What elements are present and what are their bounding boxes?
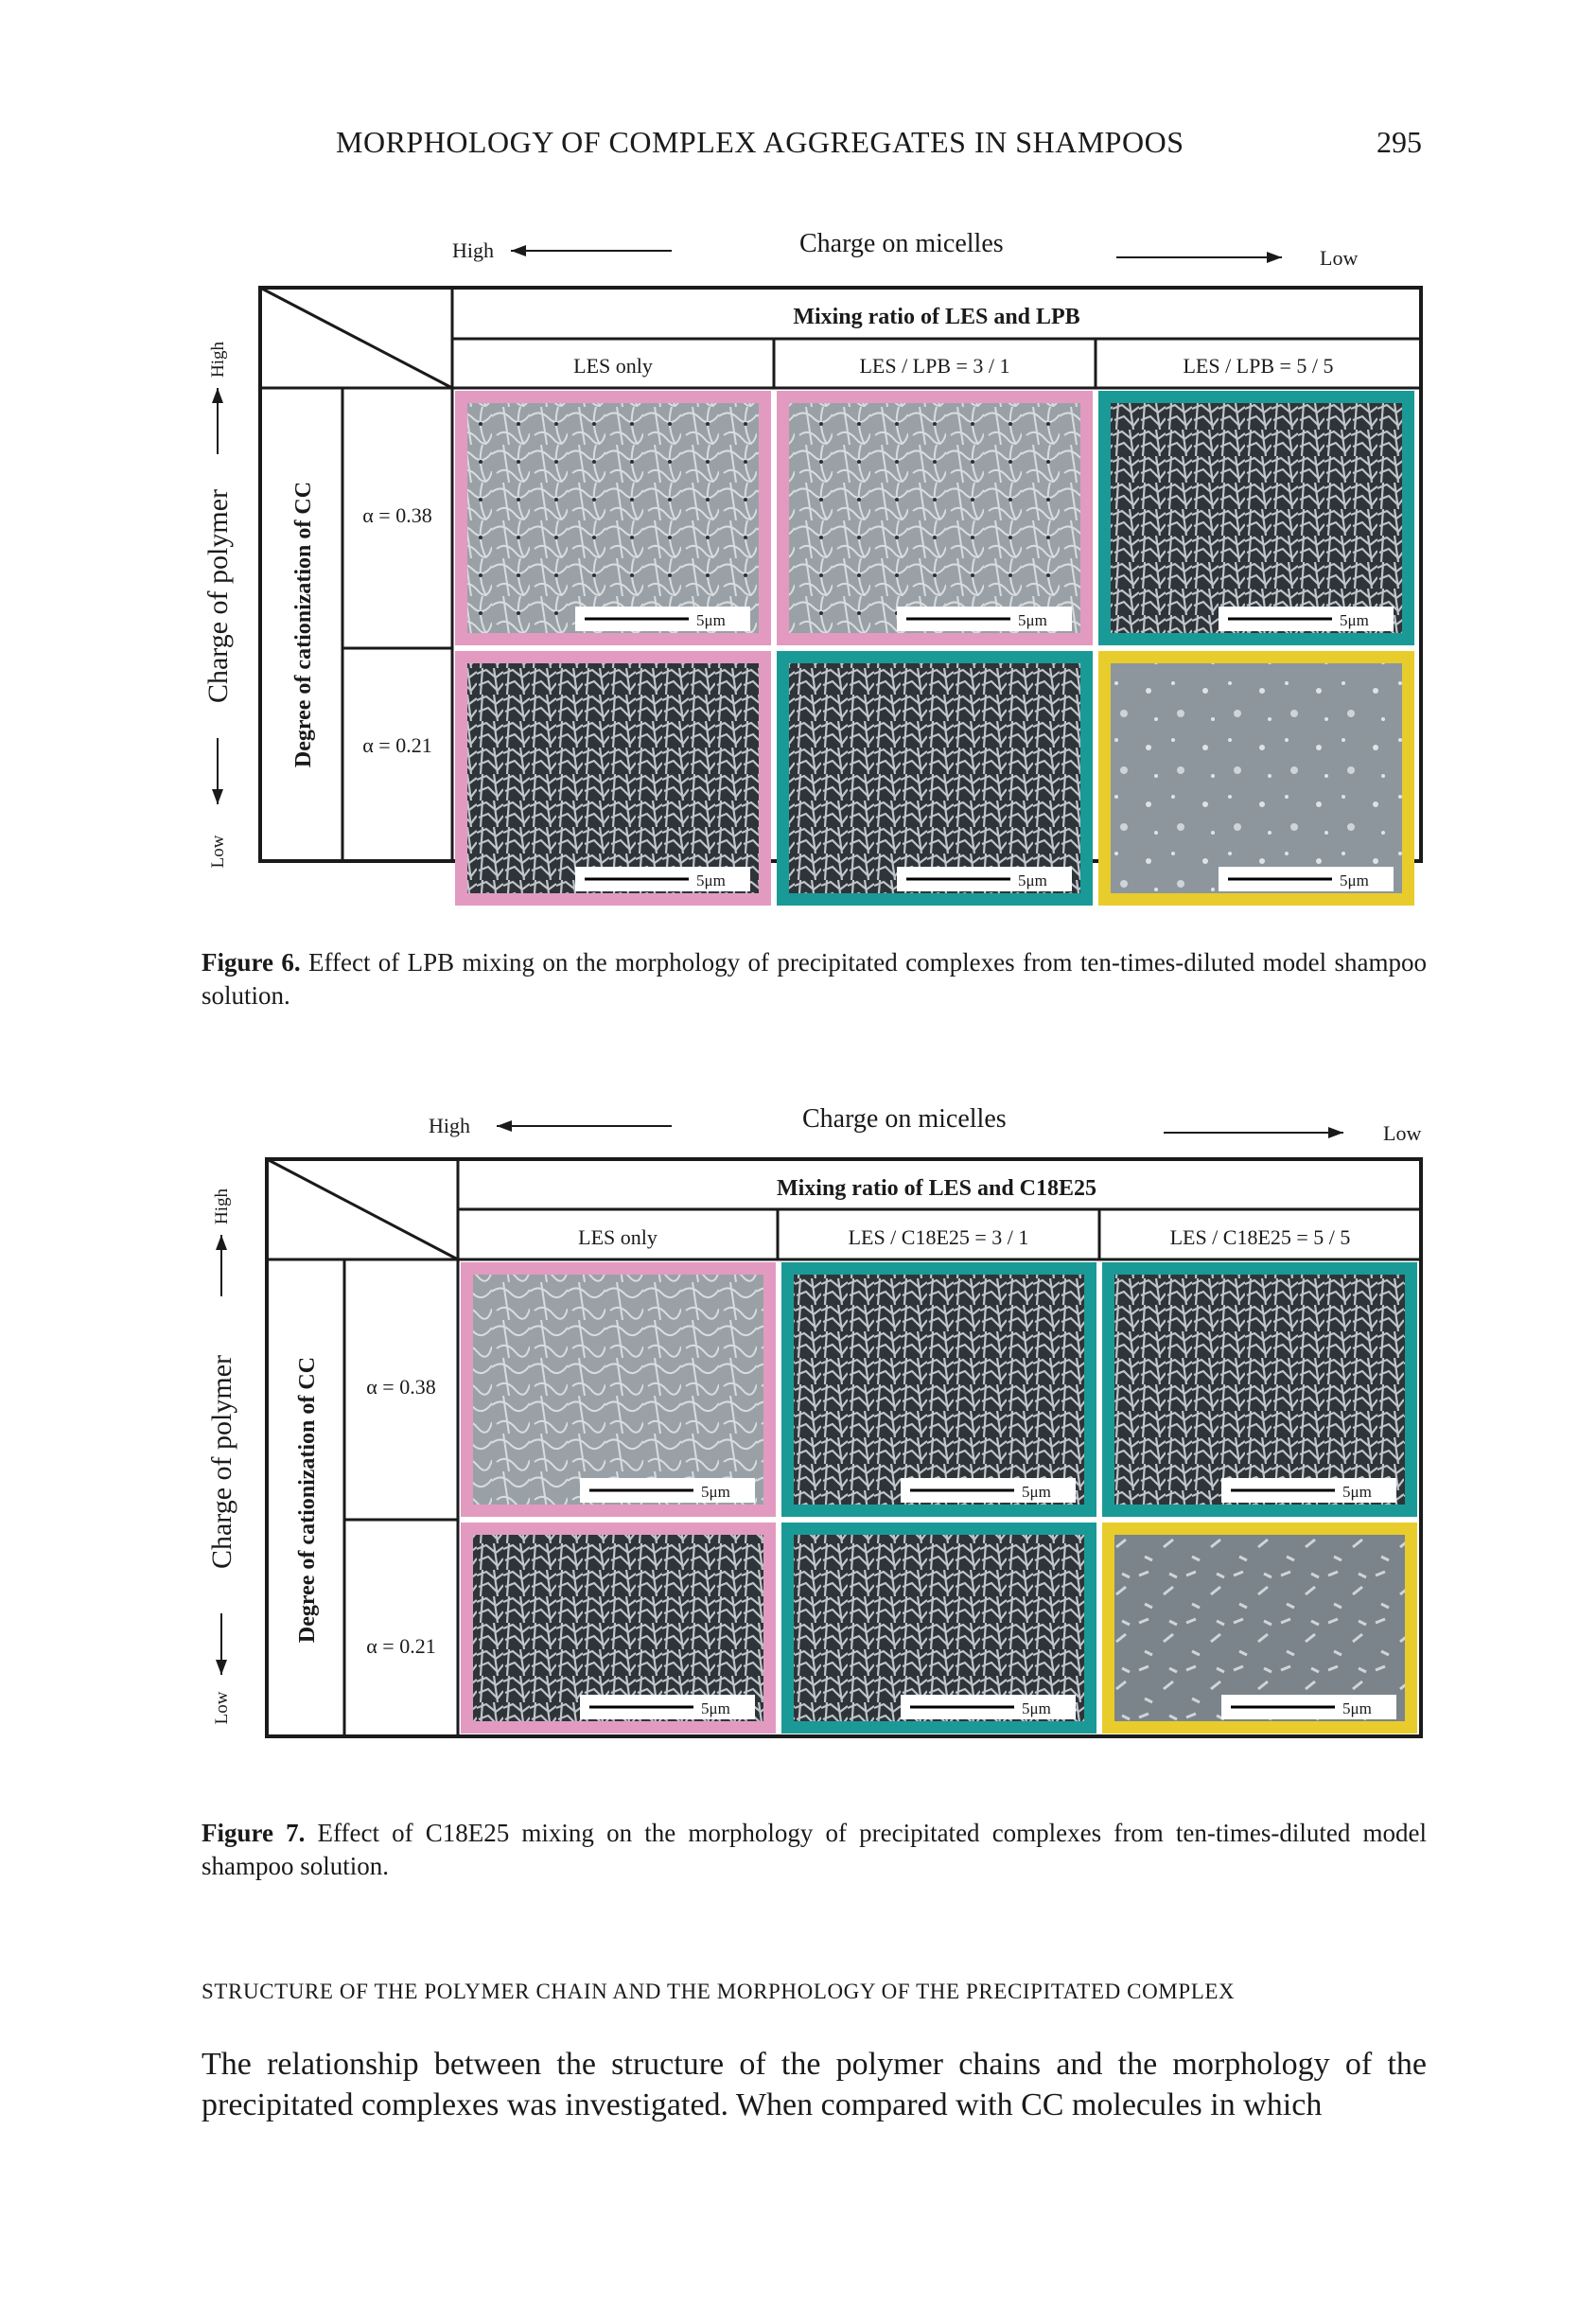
arrow-right-head-icon	[1328, 1127, 1343, 1138]
arrow-left-head-icon	[497, 1120, 512, 1132]
high-label: High	[452, 238, 494, 262]
side-arrow-down-head-icon	[216, 1660, 227, 1675]
figure-6-caption: Figure 6. Effect of LPB mixing on the mo…	[202, 946, 1427, 1012]
arrow-right-head-icon	[1267, 252, 1282, 263]
scale-bar-label: 5μm	[1340, 871, 1369, 889]
micrograph-image	[794, 1275, 1084, 1505]
column-header-2: LES / C18E25 = 3 / 1	[849, 1225, 1029, 1249]
scale-bar-label: 5μm	[1018, 611, 1047, 629]
low-label: Low	[1320, 246, 1358, 270]
arrow-left-head-icon	[511, 245, 526, 256]
row-label-1: α = 0.38	[362, 503, 431, 527]
side-arrow-up-head-icon	[212, 388, 223, 403]
micrograph-cell: 5μm	[781, 1262, 1096, 1517]
column-header-2: LES / LPB = 3 / 1	[859, 354, 1009, 378]
side-axis-label: Charge of polymer	[206, 1355, 237, 1569]
side-high-label: High	[212, 1188, 232, 1225]
figure-7-caption: Figure 7. Effect of C18E25 mixing on the…	[202, 1817, 1427, 1883]
table-title: Mixing ratio of LES and LPB	[793, 305, 1079, 329]
micrograph-cell: 5μm	[461, 1262, 776, 1517]
micrograph-cell: 5μm	[1102, 1262, 1417, 1517]
figure-7-graphic: High Charge on micelles Low Mixing ratio…	[206, 1104, 1423, 1738]
micrograph-image	[473, 1535, 763, 1721]
section-heading: STRUCTURE OF THE POLYMER CHAIN AND THE M…	[202, 1980, 1236, 2003]
side-axis-label: Charge of polymer	[202, 489, 234, 703]
micrograph-image	[467, 663, 759, 893]
row-header-label: Degree of cationization of CC	[291, 482, 316, 767]
scale-bar-label: 5μm	[696, 611, 726, 629]
side-arrow-up-head-icon	[216, 1235, 227, 1250]
micrograph-cell: 5μm	[461, 1523, 776, 1734]
corner-diagonal	[259, 286, 453, 390]
column-header-3: LES / C18E25 = 5 / 5	[1170, 1225, 1351, 1249]
scale-bar-label: 5μm	[1342, 1699, 1372, 1717]
high-label: High	[429, 1114, 470, 1137]
side-high-label: High	[208, 342, 228, 378]
column-header-3: LES / LPB = 5 / 5	[1183, 354, 1333, 378]
micrograph-cell: 5μm	[1098, 391, 1414, 645]
scale-bar-label: 5μm	[1342, 1483, 1372, 1501]
micrograph-image	[473, 1275, 763, 1505]
micrograph-cell: 5μm	[777, 651, 1093, 906]
row-label-1: α = 0.38	[366, 1375, 435, 1399]
scale-bar-label: 5μm	[1340, 611, 1369, 629]
low-label: Low	[1383, 1121, 1421, 1145]
caption-text: Effect of C18E25 mixing on the morpholog…	[202, 1819, 1428, 1880]
column-header-1: LES only	[578, 1225, 658, 1249]
running-head: MORPHOLOGY OF COMPLEX AGGREGATES IN SHAM…	[336, 125, 1184, 159]
caption-label: Figure 7.	[202, 1819, 306, 1847]
column-header-1: LES only	[573, 354, 653, 378]
micrograph-image	[794, 1535, 1084, 1721]
micrograph-image	[1114, 1535, 1405, 1721]
caption-label: Figure 6.	[202, 948, 301, 977]
figure-6: High Charge on micelles Low Mixing ratio…	[0, 218, 1596, 1041]
side-low-label: Low	[208, 835, 228, 868]
micrograph-cell: 5μm	[1102, 1523, 1417, 1734]
figure-6-graphic: High Charge on micelles Low Mixing ratio…	[202, 229, 1423, 906]
corner-diagonal	[266, 1157, 459, 1261]
micrograph-cell: 5μm	[777, 391, 1093, 645]
scale-bar-label: 5μm	[701, 1483, 730, 1501]
top-axis-label: Charge on micelles	[802, 1104, 1007, 1134]
scale-bar-label: 5μm	[701, 1699, 730, 1717]
micrograph-image	[1111, 663, 1402, 893]
page-number: 295	[1377, 125, 1422, 159]
figure-7: High Charge on micelles Low Mixing ratio…	[0, 1093, 1596, 1916]
micrograph-cell: 5μm	[455, 651, 771, 906]
row-label-2: α = 0.21	[366, 1634, 435, 1658]
scale-bar-label: 5μm	[1022, 1699, 1051, 1717]
micrograph-image	[1111, 403, 1402, 633]
scale-bar-label: 5μm	[696, 871, 726, 889]
side-low-label: Low	[212, 1691, 232, 1724]
top-axis-label: Charge on micelles	[799, 229, 1004, 258]
row-label-2: α = 0.21	[362, 733, 431, 757]
caption-text: Effect of LPB mixing on the morphology o…	[202, 948, 1428, 1010]
table-title: Mixing ratio of LES and C18E25	[777, 1176, 1096, 1201]
micrograph-image	[467, 403, 759, 633]
micrograph-image	[789, 403, 1080, 633]
micrograph-image	[789, 663, 1080, 893]
scale-bar-label: 5μm	[1018, 871, 1047, 889]
micrograph-cell: 5μm	[781, 1523, 1096, 1734]
micrograph-image	[1114, 1275, 1405, 1505]
micrograph-cell: 5μm	[1098, 651, 1414, 906]
body-paragraph: The relationship between the structure o…	[202, 2047, 1427, 2122]
micrograph-cell: 5μm	[455, 391, 771, 645]
row-header-label: Degree of cationization of CC	[295, 1357, 320, 1643]
scale-bar-label: 5μm	[1022, 1483, 1051, 1501]
side-arrow-down-head-icon	[212, 789, 223, 804]
